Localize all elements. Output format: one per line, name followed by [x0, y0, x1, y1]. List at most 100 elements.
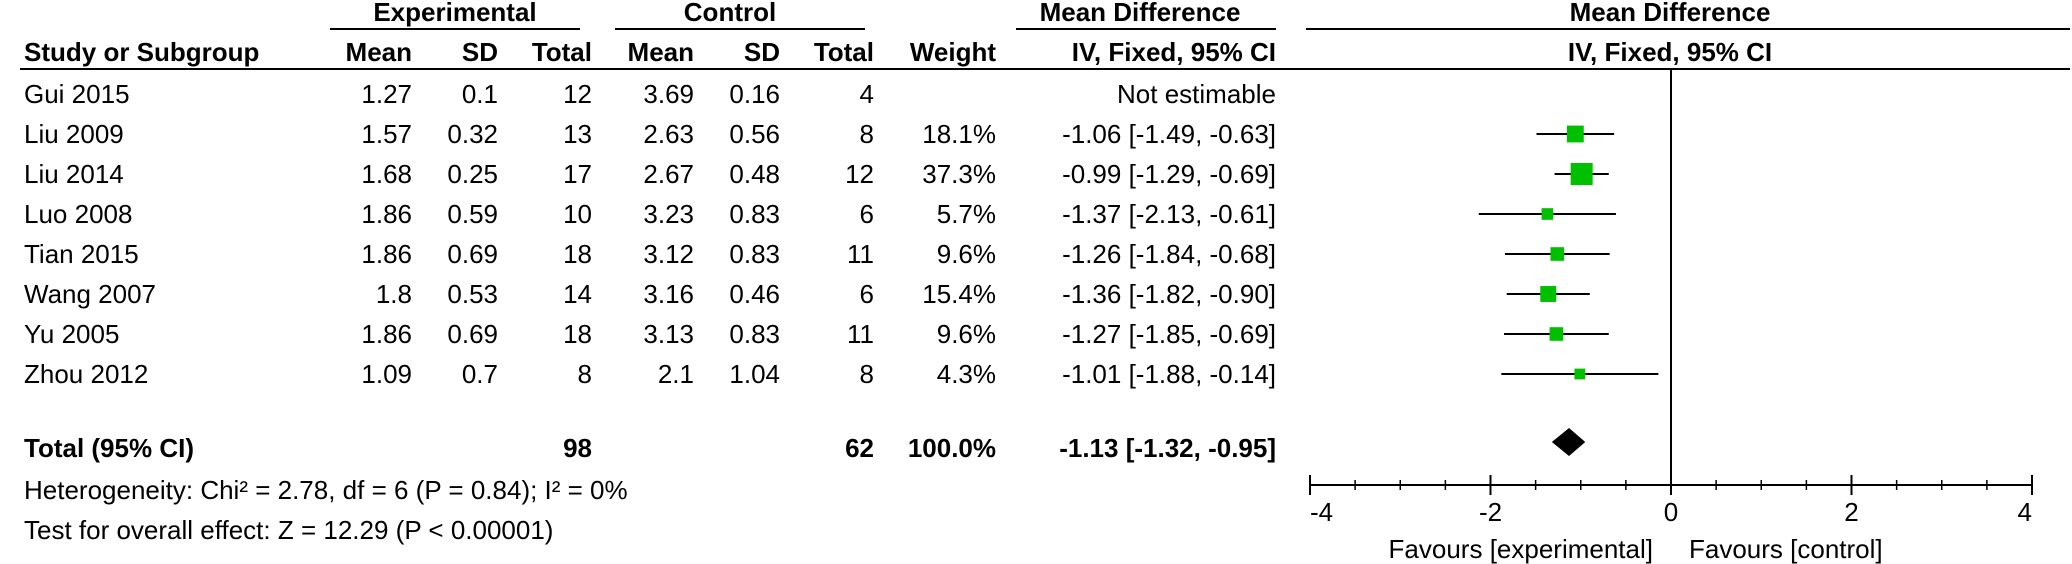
exp-mean: 1.68: [361, 159, 412, 189]
weight: 9.6%: [936, 319, 996, 349]
plot-ci-column-header: IV, Fixed, 95% CI: [1567, 37, 1773, 67]
favours-control-label: Favours [control]: [1689, 534, 1883, 564]
exp-mean: 1.09: [361, 359, 412, 389]
study-point-estimate: [1541, 208, 1554, 220]
total-exp-total: 98: [563, 433, 592, 463]
ctrl-mean-column-header: Mean: [627, 37, 694, 67]
exp-sd: 0.32: [447, 119, 498, 149]
overall-effect-text: Test for overall effect: Z = 12.29 (P < …: [24, 515, 554, 545]
exp-total-column-header: Total: [531, 37, 592, 67]
weight: 9.6%: [936, 239, 996, 269]
ctrl-mean: 2.1: [657, 359, 694, 389]
ctrl-sd: 0.83: [729, 199, 780, 229]
study-name: Wang 2007: [24, 279, 157, 309]
study-name: Tian 2015: [24, 239, 139, 269]
study-point-estimate: [1566, 125, 1584, 143]
study-point-estimate: [1570, 163, 1593, 185]
ctrl-sd: 1.04: [729, 359, 780, 389]
ctrl-mean: 3.13: [643, 319, 694, 349]
exp-sd: 0.69: [447, 239, 498, 269]
ctrl-mean: 3.69: [643, 79, 694, 109]
weight-column-header: Weight: [909, 37, 996, 67]
ctrl-total: 8: [859, 119, 874, 149]
exp-mean-column-header: Mean: [345, 37, 412, 67]
weight: 4.3%: [936, 359, 996, 389]
ctrl-sd: 0.83: [729, 239, 780, 269]
study-name: Gui 2015: [24, 79, 130, 109]
x-axis-tick-label: 4: [2018, 497, 2032, 527]
study-point-estimate: [1550, 247, 1565, 261]
exp-sd: 0.69: [447, 319, 498, 349]
favours-experimental-label: Favours [experimental]: [1389, 534, 1653, 564]
exp-total: 10: [563, 199, 592, 229]
x-axis-tick-label: 2: [1844, 497, 1858, 527]
ci-value: -1.26 [-1.84, -0.68]: [1062, 239, 1276, 269]
ctrl-sd: 0.56: [729, 119, 780, 149]
ctrl-total-column-header: Total: [813, 37, 874, 67]
study-name: Liu 2014: [24, 159, 124, 189]
ctrl-mean: 2.67: [643, 159, 694, 189]
total-weight: 100.0%: [907, 433, 996, 463]
ctrl-total: 12: [845, 159, 874, 189]
ctrl-total: 6: [859, 199, 874, 229]
exp-mean: 1.27: [361, 79, 412, 109]
ci-value: -1.01 [-1.88, -0.14]: [1062, 359, 1276, 389]
ctrl-sd: 0.46: [729, 279, 780, 309]
ctrl-total: 4: [859, 79, 874, 109]
plot-mean-difference-header: Mean Difference: [1569, 0, 1771, 27]
exp-total: 18: [563, 239, 592, 269]
weight: 18.1%: [922, 119, 996, 149]
mean-difference-header-rule: [1016, 28, 1276, 30]
x-axis-tick-label: -2: [1479, 497, 1502, 527]
exp-sd-column-header: SD: [461, 37, 498, 67]
exp-mean: 1.57: [361, 119, 412, 149]
ci-value: -1.27 [-1.85, -0.69]: [1062, 319, 1276, 349]
ci-value: Not estimable: [1117, 79, 1276, 109]
study-column-header: Study or Subgroup: [24, 37, 260, 67]
ctrl-total: 11: [847, 319, 874, 349]
control-group-header: Control: [683, 0, 777, 27]
table-header-rule: [20, 68, 2070, 70]
ctrl-total: 11: [847, 239, 874, 269]
exp-total: 12: [563, 79, 592, 109]
exp-sd: 0.25: [447, 159, 498, 189]
weight: 37.3%: [922, 159, 996, 189]
ctrl-mean: 3.16: [643, 279, 694, 309]
ctrl-mean: 2.63: [643, 119, 694, 149]
ctrl-sd-column-header: SD: [743, 37, 780, 67]
ctrl-total: 8: [859, 359, 874, 389]
exp-sd: 0.7: [461, 359, 498, 389]
total-ctrl-total: 62: [845, 433, 874, 463]
exp-total: 18: [563, 319, 592, 349]
exp-total: 14: [563, 279, 592, 309]
ci-column-header: IV, Fixed, 95% CI: [1071, 37, 1276, 67]
experimental-group-header: Experimental: [373, 0, 537, 27]
study-name: Liu 2009: [24, 119, 124, 149]
ctrl-sd: 0.48: [729, 159, 780, 189]
x-axis-tick-label: -4: [1310, 497, 1333, 527]
exp-mean: 1.86: [361, 319, 412, 349]
weight: 15.4%: [922, 279, 996, 309]
total-ci: -1.13 [-1.32, -0.95]: [1059, 433, 1276, 463]
exp-mean: 1.86: [361, 239, 412, 269]
pooled-estimate-diamond: [1551, 428, 1586, 456]
total-label: Total (95% CI): [24, 433, 194, 463]
ci-value: -1.36 [-1.82, -0.90]: [1062, 279, 1276, 309]
exp-sd: 0.53: [447, 279, 498, 309]
mean-difference-header: Mean Difference: [1039, 0, 1241, 27]
ci-value: -0.99 [-1.29, -0.69]: [1062, 159, 1276, 189]
study-name: Yu 2005: [24, 319, 120, 349]
exp-mean: 1.8: [375, 279, 412, 309]
exp-total: 8: [577, 359, 592, 389]
ctrl-total: 6: [859, 279, 874, 309]
exp-total: 13: [563, 119, 592, 149]
exp-sd: 0.59: [447, 199, 498, 229]
exp-mean: 1.86: [361, 199, 412, 229]
exp-total: 17: [563, 159, 592, 189]
study-point-estimate: [1549, 327, 1564, 341]
x-axis-tick-label: 0: [1664, 497, 1678, 527]
control-header-rule: [615, 28, 865, 30]
study-point-estimate: [1574, 368, 1586, 380]
ci-value: -1.06 [-1.49, -0.63]: [1062, 119, 1276, 149]
